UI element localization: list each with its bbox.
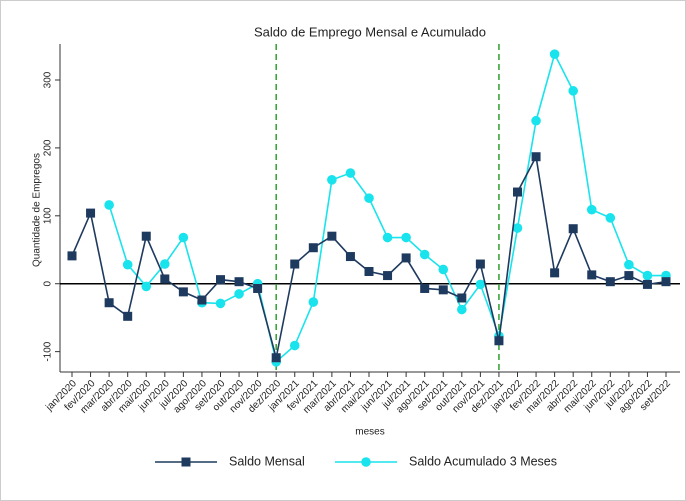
data-point bbox=[234, 289, 244, 299]
data-point bbox=[512, 223, 523, 233]
y-tick-label: 300 bbox=[43, 71, 54, 88]
data-point bbox=[308, 297, 319, 307]
data-point bbox=[457, 304, 467, 315]
data-point bbox=[550, 268, 560, 278]
data-point bbox=[160, 274, 170, 284]
y-axis-label: Quantidade de Empregos bbox=[32, 153, 43, 267]
data-point bbox=[364, 266, 374, 276]
data-point bbox=[271, 353, 281, 363]
data-point bbox=[420, 283, 430, 293]
data-point bbox=[568, 224, 578, 234]
data-point bbox=[160, 259, 170, 269]
data-point bbox=[587, 270, 597, 280]
data-point bbox=[327, 231, 337, 241]
data-point bbox=[67, 251, 77, 261]
data-point bbox=[327, 175, 337, 185]
data-point bbox=[401, 232, 411, 243]
data-point bbox=[438, 264, 449, 275]
data-point bbox=[624, 271, 634, 281]
y-tick-label: 100 bbox=[43, 207, 54, 224]
legend-marker bbox=[361, 457, 371, 467]
data-point bbox=[345, 168, 356, 178]
data-point bbox=[419, 249, 430, 260]
data-point bbox=[624, 259, 634, 270]
data-point bbox=[605, 277, 615, 287]
data-point bbox=[438, 285, 448, 295]
y-tick-label: -100 bbox=[43, 341, 54, 361]
data-point bbox=[494, 336, 504, 346]
data-point bbox=[549, 49, 560, 59]
data-point bbox=[141, 231, 151, 241]
data-point bbox=[122, 259, 133, 270]
data-point bbox=[531, 115, 541, 126]
data-point bbox=[531, 152, 541, 162]
data-point bbox=[123, 311, 133, 321]
legend-label: Saldo Acumulado 3 Meses bbox=[409, 454, 557, 468]
data-point bbox=[178, 232, 189, 243]
data-point bbox=[605, 213, 616, 223]
data-point bbox=[513, 187, 522, 197]
data-point bbox=[383, 271, 393, 281]
data-point bbox=[642, 270, 653, 281]
data-point bbox=[475, 279, 486, 290]
data-point bbox=[104, 298, 114, 308]
data-point bbox=[308, 243, 318, 253]
legend-marker bbox=[181, 457, 191, 467]
chart-title: Saldo de Emprego Mensal e Acumulado bbox=[254, 24, 486, 39]
data-point bbox=[234, 277, 244, 287]
legend-label: Saldo Mensal bbox=[229, 454, 305, 468]
data-point bbox=[216, 275, 225, 285]
x-axis-label: meses bbox=[355, 427, 384, 438]
data-point bbox=[197, 295, 207, 305]
data-point bbox=[104, 200, 114, 210]
data-point bbox=[568, 86, 578, 96]
y-tick-label: 200 bbox=[43, 139, 54, 156]
data-point bbox=[401, 253, 411, 263]
data-point bbox=[457, 293, 467, 303]
data-point bbox=[178, 287, 188, 297]
data-point bbox=[141, 281, 152, 292]
data-point bbox=[382, 232, 393, 243]
y-tick-label: 0 bbox=[43, 280, 54, 286]
data-point bbox=[364, 193, 374, 203]
data-point bbox=[290, 259, 300, 269]
data-point bbox=[642, 279, 652, 289]
data-point bbox=[345, 252, 355, 262]
data-point bbox=[475, 259, 485, 269]
data-point bbox=[586, 204, 597, 215]
data-point bbox=[253, 283, 263, 293]
data-point bbox=[661, 277, 671, 287]
data-point bbox=[289, 340, 300, 351]
data-point bbox=[86, 208, 96, 218]
data-point bbox=[215, 298, 226, 309]
